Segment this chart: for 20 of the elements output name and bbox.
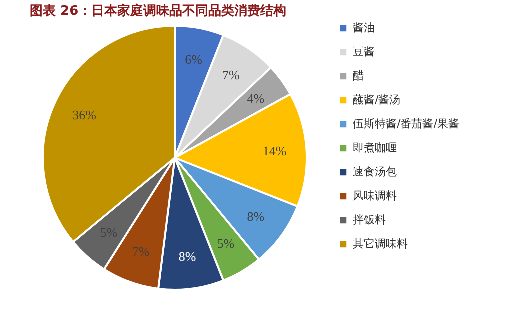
data-label: 8% (247, 208, 265, 224)
legend-label: 蘸酱/酱汤 (353, 94, 401, 106)
legend-label: 伍斯特酱/番茄酱/果酱 (353, 118, 460, 130)
legend-label: 醋 (353, 70, 364, 82)
data-label: 4% (247, 91, 265, 106)
chart-title: 图表 26：日本家庭调味品不同品类消费结构 (30, 3, 287, 19)
data-label: 5% (217, 236, 235, 252)
data-label: 7% (132, 244, 150, 260)
legend-label: 酱油 (353, 22, 375, 34)
legend-label: 其它调味料 (353, 238, 408, 250)
data-label: 6% (185, 52, 203, 67)
data-label: 7% (222, 67, 240, 82)
data-label: 8% (178, 249, 196, 264)
legend-label: 豆酱 (353, 46, 375, 58)
data-label: 14% (262, 144, 287, 159)
legend-label: 风味调料 (353, 190, 397, 202)
data-label: 36% (72, 107, 97, 122)
legend-label: 速食汤包 (353, 166, 397, 178)
legend-label: 即煮咖喱 (353, 142, 397, 154)
legend-label: 拌饭料 (353, 214, 386, 226)
